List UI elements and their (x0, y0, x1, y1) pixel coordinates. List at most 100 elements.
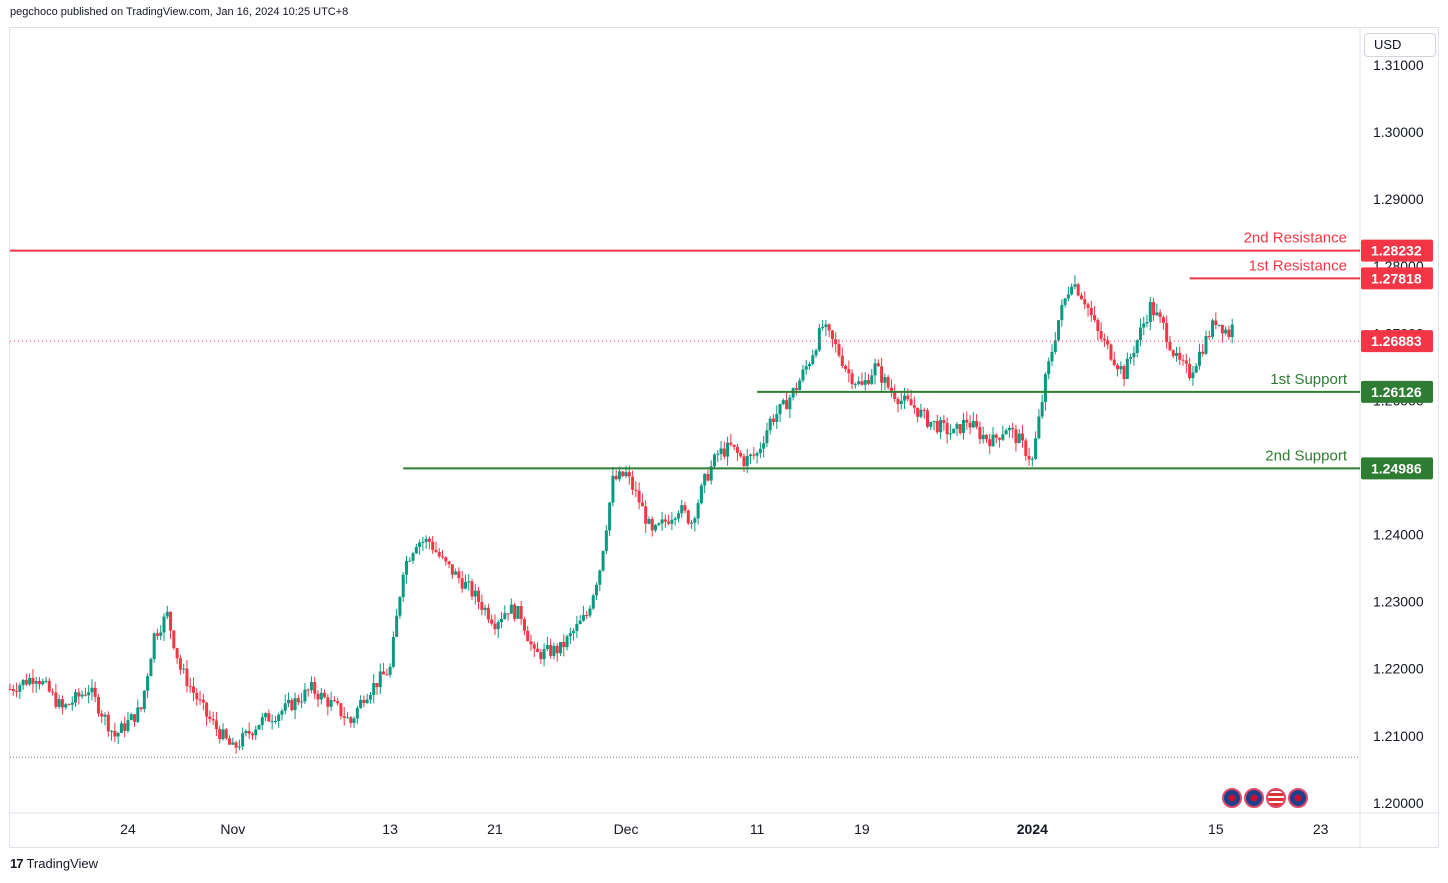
candle-body (260, 717, 264, 725)
candle-body (676, 513, 680, 519)
uk-flag-icon[interactable] (1244, 788, 1264, 808)
price-chart[interactable]: 1.310001.300001.290001.280001.270001.260… (0, 0, 1448, 850)
candle-body (880, 366, 884, 383)
currency-selector[interactable]: USD (1364, 33, 1436, 57)
candle-body (716, 453, 720, 455)
candle-body (296, 698, 300, 703)
candle-body (224, 729, 228, 739)
candle-body (814, 350, 818, 356)
candle-body (886, 377, 890, 388)
candle-body (958, 424, 962, 434)
candle-body (385, 674, 389, 676)
candle-body (994, 434, 998, 438)
y-tick-label: 1.24000 (1373, 527, 1424, 543)
candle-body (293, 698, 297, 711)
candle-body (1021, 433, 1024, 441)
candle-body (280, 710, 284, 715)
candle-body (83, 694, 87, 696)
candle-body (1181, 359, 1185, 361)
candle-body (788, 397, 792, 410)
candle-body (952, 428, 956, 434)
candle-body (1152, 302, 1156, 316)
uk-flag-icon[interactable] (1222, 788, 1242, 808)
candle-body (1220, 324, 1224, 334)
candle-body (313, 682, 317, 694)
candle-body (624, 472, 628, 477)
candle-body (362, 699, 366, 703)
uk-flag-icon[interactable] (1288, 788, 1308, 808)
x-tick-label: 11 (750, 821, 765, 837)
candle-body (686, 510, 690, 524)
candle-body (844, 366, 848, 370)
candle-body (663, 519, 667, 522)
candle-body (11, 689, 15, 691)
level-price-tag (1361, 239, 1433, 262)
candle-body (1138, 327, 1142, 341)
candle-body (365, 699, 369, 703)
candle-body (873, 363, 877, 376)
candle-body (477, 590, 481, 603)
x-tick-label: 19 (854, 821, 870, 837)
candle-body (93, 687, 97, 697)
candle-body (991, 434, 995, 447)
candle-body (1227, 329, 1231, 338)
candle-body (722, 448, 726, 457)
candle-body (15, 690, 19, 692)
candle-body (290, 699, 294, 711)
candle-body (424, 538, 428, 542)
candle-body (106, 714, 110, 732)
us-flag-icon[interactable] (1266, 788, 1286, 808)
candle-body (778, 404, 782, 415)
candle-body (870, 375, 874, 384)
candle-body (896, 398, 900, 405)
candle-body (74, 692, 78, 703)
candle-body (631, 476, 635, 490)
candle-body (500, 618, 504, 623)
candle-body (575, 623, 579, 631)
candle-body (346, 717, 349, 719)
candle-body (490, 619, 494, 624)
candle-body (853, 383, 857, 385)
candle-body (866, 380, 870, 384)
candle-body (680, 505, 684, 514)
candle-body (250, 733, 254, 736)
candle-body (830, 330, 834, 340)
y-tick-label: 1.22000 (1373, 661, 1424, 677)
candle-body (1086, 304, 1090, 308)
candle-body (496, 622, 500, 630)
candle-body (116, 732, 120, 737)
candle-body (608, 502, 612, 531)
candle-body (591, 595, 595, 609)
candle-body (264, 713, 268, 718)
candle-body (18, 685, 22, 692)
candle-body (552, 645, 556, 656)
candle-body (712, 454, 716, 467)
x-tick-label: Nov (220, 821, 245, 837)
level-name-label: 2nd Support (1265, 447, 1348, 464)
candle-body (175, 648, 179, 659)
candle-body (817, 328, 821, 351)
candle-body (1217, 324, 1221, 326)
candle-body (1043, 374, 1047, 403)
candle-body (159, 632, 163, 636)
candle-body (1171, 350, 1175, 356)
level-name-label: 1st Resistance (1249, 257, 1347, 274)
x-tick-label: 13 (382, 821, 398, 837)
candle-body (696, 503, 700, 519)
candle-body (1096, 320, 1100, 332)
candle-body (1125, 358, 1129, 379)
candle-body (254, 729, 258, 736)
candle-body (1158, 312, 1162, 318)
candle-body (300, 701, 304, 703)
economic-events-flags[interactable] (1222, 788, 1308, 808)
candle-body (1011, 427, 1015, 430)
candle-body (152, 633, 156, 660)
candle-body (1119, 366, 1123, 370)
candle-body (555, 645, 559, 654)
candle-body (306, 689, 310, 691)
candle-body (359, 699, 363, 708)
candle-body (1070, 286, 1074, 295)
candle-body (460, 578, 464, 589)
candle-body (1207, 336, 1211, 338)
candle-body (939, 420, 943, 433)
